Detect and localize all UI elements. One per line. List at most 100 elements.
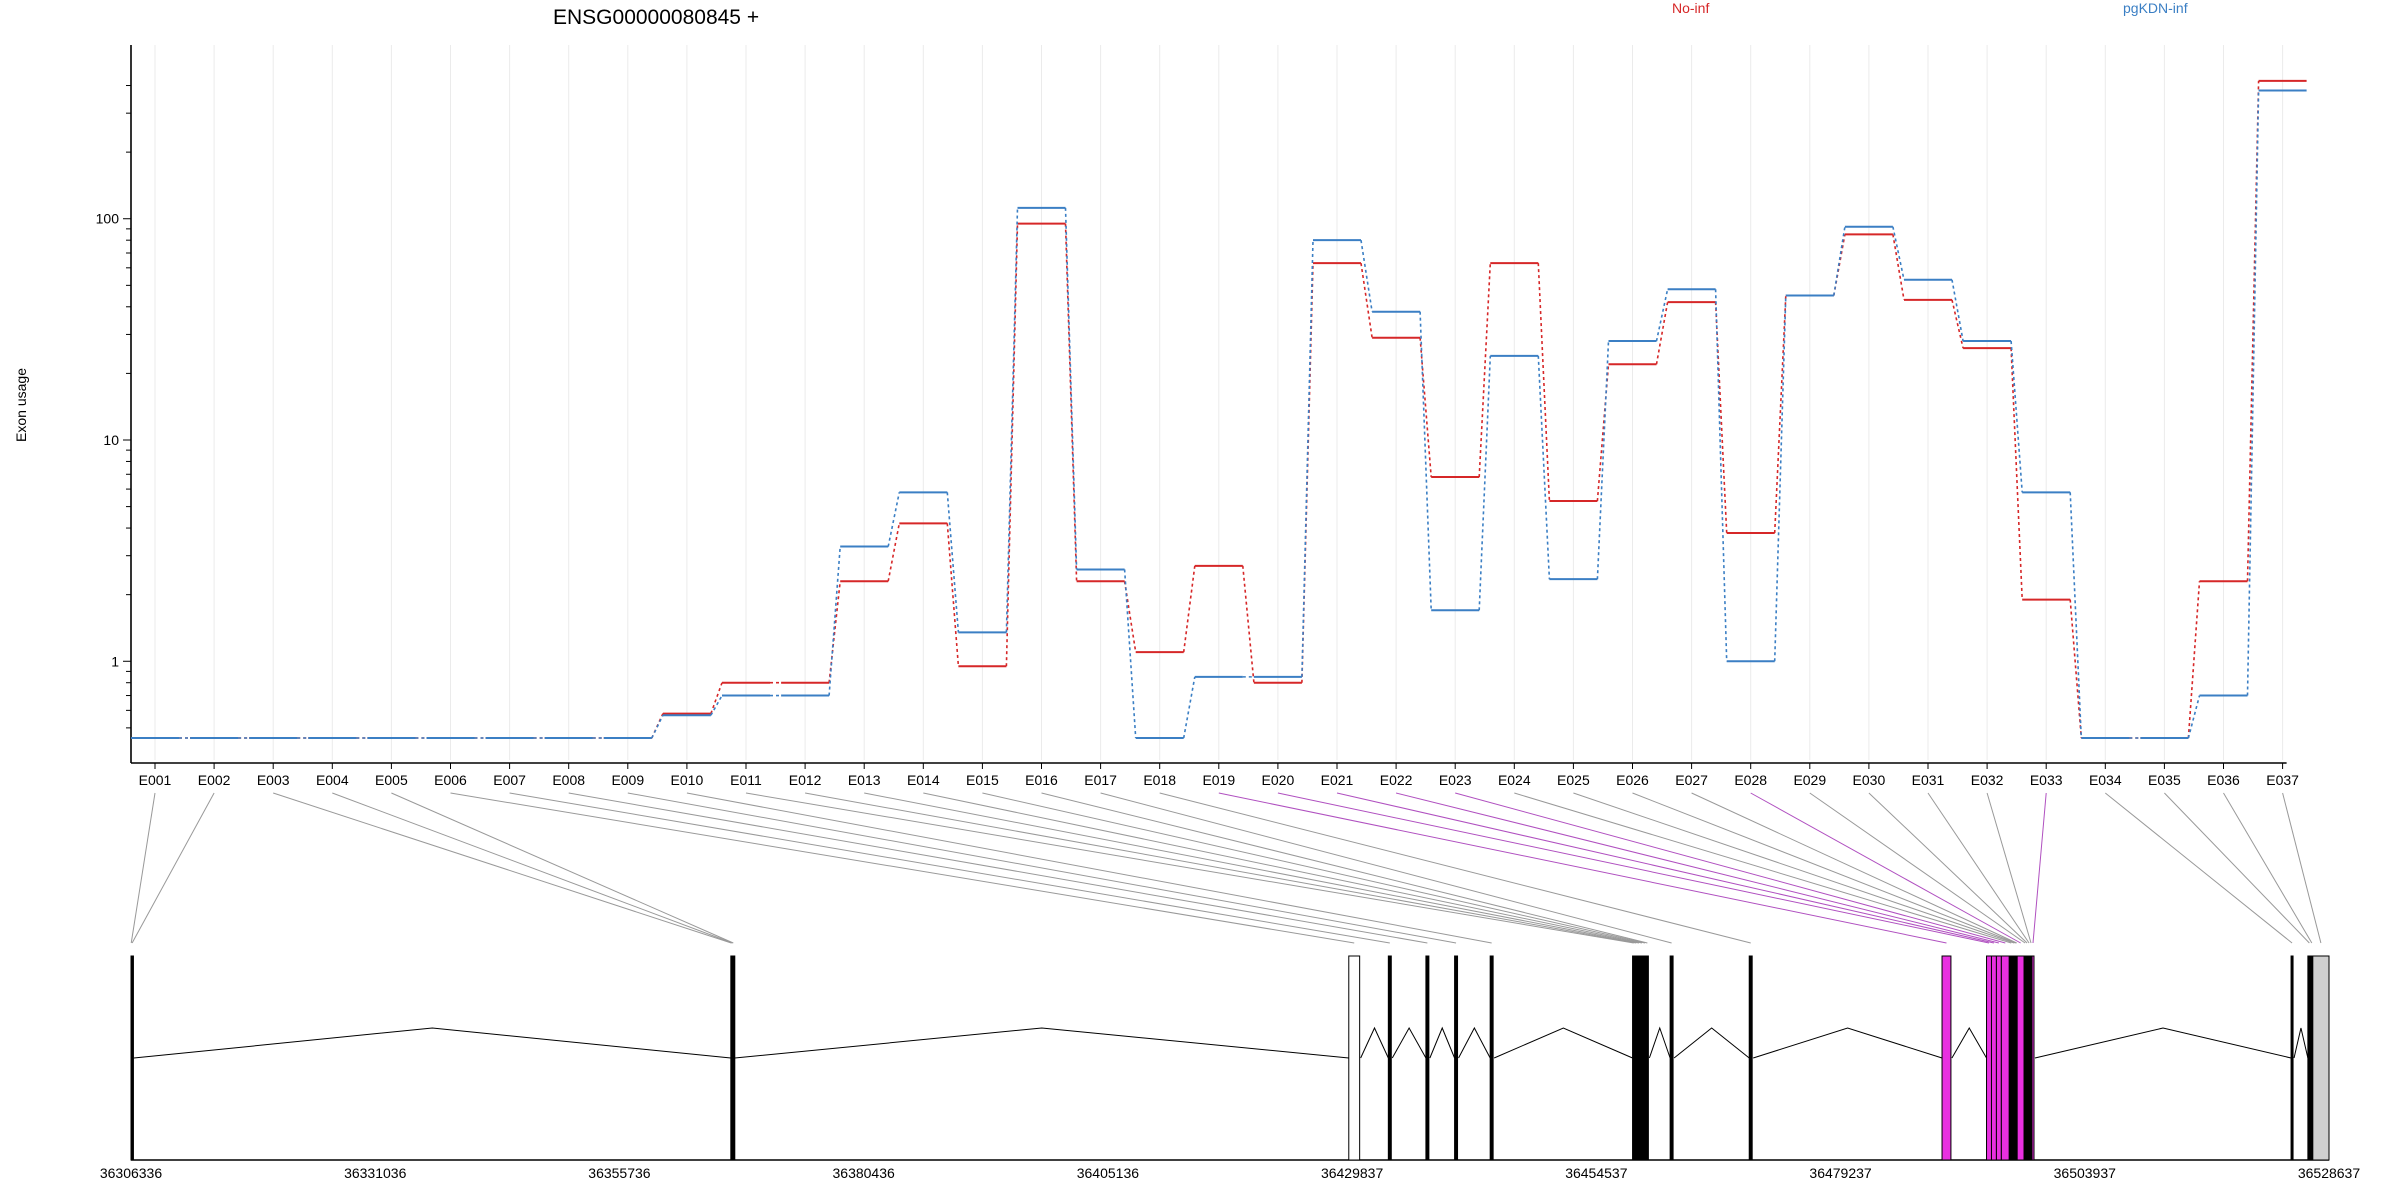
series-connector-no-inf [1655, 301, 1669, 365]
y-axis-label: Exon usage [13, 368, 29, 442]
x-tick-label-e003: E003 [257, 772, 290, 788]
x-tick-label-e021: E021 [1321, 772, 1354, 788]
intron-line [1648, 1026, 1671, 1059]
x-tick-label-e004: E004 [316, 772, 349, 788]
connector-e012 [805, 792, 1637, 944]
series-connector-pgkdn-inf [1773, 295, 1787, 662]
x-tick-label-e022: E022 [1380, 772, 1413, 788]
series-connector-pgkdn-inf [2187, 695, 2201, 739]
x-tick-label-e006: E006 [434, 772, 467, 788]
connector-e001 [130, 792, 156, 944]
genomic-tick-label: 36355736 [588, 1165, 651, 1181]
series-connector-no-inf [1537, 263, 1551, 502]
exon-e033 [2031, 955, 2035, 1161]
x-tick-label-e024: E024 [1498, 772, 1531, 788]
genomic-tick-label: 36528637 [2298, 1165, 2361, 1181]
y-tick-label: 100 [96, 211, 120, 227]
connector-e037 [2282, 792, 2322, 944]
intron-line [2034, 1027, 2292, 1059]
gene-model: 36306336 36331036 36355736 36380436 36405136… [100, 955, 2361, 1181]
legend-entry-no-inf: No-inf [1672, 0, 1709, 16]
x-tick-label-e012: E012 [789, 772, 822, 788]
x-tick-label-e014: E014 [907, 772, 940, 788]
intron-line [2293, 1027, 2309, 1059]
exon-e010 [1489, 955, 1494, 1161]
exon-e009 [1454, 955, 1459, 1161]
exon-e022 [1995, 955, 2002, 1161]
x-tick-label-e029: E029 [1793, 772, 1826, 788]
series-connector-pgkdn-inf [1182, 676, 1196, 739]
exon-e006 [1348, 955, 1361, 1161]
exon-e037 [2312, 955, 2330, 1161]
connector-e019 [1218, 792, 1947, 944]
connector-e008 [568, 792, 1428, 944]
x-tick-label-e031: E031 [1912, 772, 1945, 788]
exon-e021 [1990, 955, 1997, 1161]
series-connector-no-inf [887, 523, 901, 582]
x-tick-label-e009: E009 [611, 772, 644, 788]
x-tick-label-e016: E016 [1025, 772, 1058, 788]
series-connector-no-inf [1478, 263, 1492, 478]
series-connector-pgkdn-inf [1833, 226, 1846, 296]
axes-layer: 1 10 100 E001 E002 E003 E004 E005 E006 E007 E008 E0… [96, 45, 2299, 788]
intron-line [1493, 1027, 1633, 1059]
series-connector-no-inf [1123, 581, 1137, 653]
x-tick-label-e028: E028 [1734, 772, 1767, 788]
genomic-tick-label: 36503937 [2054, 1165, 2117, 1181]
exon-e034 [2290, 955, 2294, 1161]
genomic-tick-label: 36429837 [1321, 1165, 1384, 1181]
x-tick-label-e005: E005 [375, 772, 408, 788]
x-tick-label-e008: E008 [552, 772, 585, 788]
series-connector-no-inf [828, 581, 841, 683]
series-layer [131, 79, 2307, 739]
series-connector-pgkdn-inf [651, 714, 664, 739]
series-connector-pgkdn-inf [828, 546, 841, 696]
y-tick-label: 10 [103, 432, 119, 448]
genomic-tick-label: 36454537 [1565, 1165, 1628, 1181]
connector-e035 [2164, 792, 2310, 944]
connector-e010 [686, 792, 1492, 944]
exon-e018 [1748, 955, 1753, 1161]
series-connector-no-inf [1182, 565, 1196, 653]
x-tick-label-e002: E002 [198, 772, 231, 788]
x-tick-label-e035: E035 [2148, 772, 2181, 788]
connector-e025 [1573, 792, 2015, 944]
series-connector-no-inf [1005, 223, 1019, 667]
series-connector-pgkdn-inf [1301, 240, 1314, 677]
x-tick-label-e001: E001 [139, 772, 172, 788]
connector-e024 [1514, 792, 2012, 944]
exon-e002 [130, 955, 134, 1161]
exon-e020 [1986, 955, 1992, 1161]
series-connector-no-inf [1951, 299, 1964, 349]
intron-line [1753, 1027, 1943, 1059]
x-tick-label-e033: E033 [2030, 772, 2063, 788]
connector-e018 [1159, 792, 1751, 944]
intron-line [1673, 1027, 1750, 1059]
connector-e017 [1100, 792, 1672, 944]
exon-e007 [1387, 955, 1392, 1161]
connector-e009 [627, 792, 1457, 944]
x-tick-label-e011: E011 [730, 772, 762, 788]
x-tick-label-e032: E032 [1971, 772, 2004, 788]
connector-e005 [391, 792, 734, 944]
series-connector-pgkdn-inf [2010, 341, 2023, 493]
series-connector-pgkdn-inf [1005, 207, 1019, 633]
series-pgkdn-inf [131, 89, 2307, 739]
series-connector-no-inf [1419, 337, 1432, 478]
connector-e036 [2223, 792, 2313, 944]
connector-e006 [450, 792, 1355, 944]
genomic-tick-label: 36380436 [833, 1165, 896, 1181]
series-connector-pgkdn-inf [2246, 90, 2260, 696]
connector-e015 [982, 792, 1646, 944]
exon-e008 [1425, 955, 1430, 1161]
x-tick-label-e010: E010 [671, 772, 704, 788]
intron-line [1458, 1026, 1491, 1059]
exon-e019 [1941, 955, 1952, 1161]
exon-e016 [1645, 955, 1649, 1161]
series-connector-pgkdn-inf [1951, 279, 1964, 342]
exon-e024 [2008, 955, 2014, 1161]
grid-layer [154, 45, 2284, 760]
x-tick-label-e019: E019 [1202, 772, 1235, 788]
series-connector-pgkdn-inf [887, 492, 901, 547]
